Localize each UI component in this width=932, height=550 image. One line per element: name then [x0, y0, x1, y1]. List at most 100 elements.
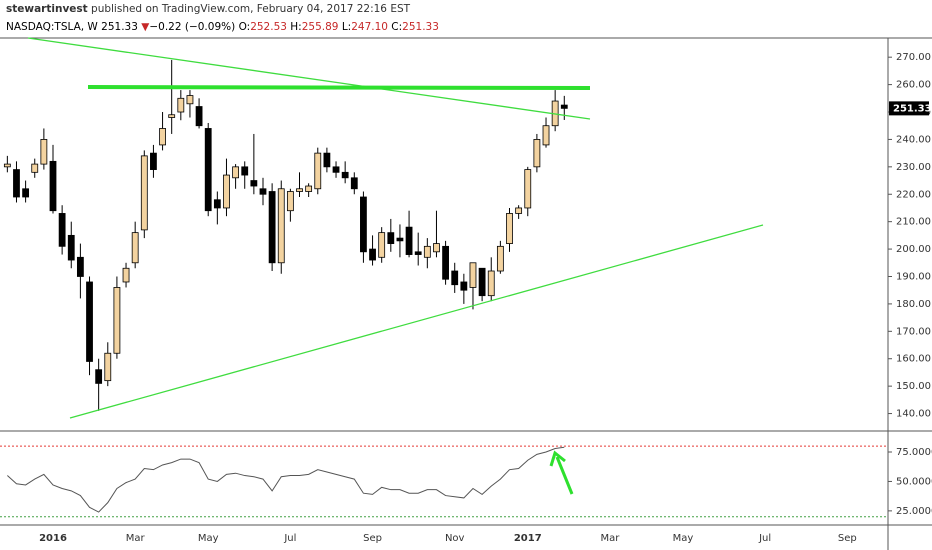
x-tick-label: Mar	[600, 533, 620, 544]
candle-body	[22, 188, 30, 198]
candle-body	[560, 104, 568, 109]
candle-body	[177, 97, 185, 113]
o-value: 252.53	[250, 21, 287, 33]
candle-body	[414, 251, 422, 255]
candle-body	[396, 237, 404, 242]
candle-body	[533, 139, 541, 168]
candle-body	[40, 139, 48, 165]
x-tick-label: Jul	[283, 533, 296, 544]
candle-body	[232, 166, 240, 179]
x-tick-label: 2017	[514, 533, 542, 544]
candle-body	[314, 152, 322, 190]
y-tick-label: 140.00	[896, 409, 931, 420]
candle-body	[67, 234, 75, 261]
l-value: 247.10	[351, 21, 388, 33]
c-value: 251.33	[402, 21, 439, 33]
candle-body	[524, 169, 532, 209]
header-line-1: stewartinvest published on TradingView.c…	[6, 3, 411, 15]
candle-body	[433, 243, 440, 253]
candle-body	[13, 169, 20, 198]
x-tick-label: Mar	[126, 533, 146, 544]
price: 251.33	[101, 21, 138, 33]
candle-body	[305, 185, 313, 192]
candle-body	[487, 270, 495, 297]
candle-body	[460, 281, 468, 291]
candle-body	[140, 155, 148, 231]
trendline	[69, 224, 764, 419]
y-tick-label: 260.00	[896, 80, 931, 91]
arrow-head	[549, 450, 566, 467]
y-tick-label: 50.0000	[896, 476, 932, 487]
candle-body	[250, 180, 258, 187]
candle-body	[277, 188, 285, 264]
x-tick-label: Nov	[445, 533, 465, 544]
y-tick-label: 150.00	[896, 381, 931, 392]
candle-body	[506, 213, 513, 244]
h-value: 255.89	[302, 21, 339, 33]
candle-body	[369, 248, 376, 261]
symbol: NASDAQ:TSLA, W	[6, 21, 98, 33]
y-tick-label: 25.0000	[896, 506, 932, 517]
h-label: H:	[290, 21, 301, 33]
candle-body	[286, 191, 294, 212]
candle-body	[387, 232, 395, 244]
candle-body	[3, 163, 11, 168]
candle-body	[496, 245, 504, 272]
y-tick-label: 240.00	[896, 134, 931, 145]
last-price-label: 251.33	[893, 103, 932, 114]
candle-body	[159, 128, 166, 146]
candle-body	[131, 232, 139, 264]
candle-body	[341, 171, 349, 179]
o-label: O:	[239, 21, 251, 33]
y-tick-label: 200.00	[896, 244, 931, 255]
y-tick-label: 75.0000	[896, 447, 932, 458]
candle-body	[478, 267, 486, 297]
c-label: C:	[391, 21, 402, 33]
candle-body	[323, 152, 331, 168]
candle-body	[122, 267, 130, 283]
candle-body	[241, 166, 249, 176]
candle-body	[213, 199, 221, 209]
candle-body	[31, 163, 39, 173]
y-tick-label: 230.00	[896, 162, 931, 173]
candle-body	[49, 160, 57, 212]
candle-body	[423, 245, 431, 258]
trendline	[27, 37, 591, 120]
published: published on TradingView.com, February 0…	[91, 3, 411, 15]
x-tick-label: May	[673, 533, 694, 544]
x-tick-label: May	[198, 533, 219, 544]
candle-body	[268, 191, 276, 264]
x-tick-label: 2016	[39, 533, 67, 544]
change: −0.22 (−0.09%)	[149, 21, 235, 33]
candle-body	[296, 188, 303, 192]
x-tick-label: Jul	[758, 533, 771, 544]
y-tick-label: 220.00	[896, 189, 931, 200]
l-label: L:	[342, 21, 351, 33]
candle-body	[405, 226, 413, 255]
last-price-box	[889, 101, 929, 116]
candle-body	[186, 95, 194, 105]
candle-body	[95, 369, 103, 384]
y-tick-label: 210.00	[896, 217, 931, 228]
y-tick-label: 190.00	[896, 271, 931, 282]
candle-body	[104, 352, 112, 382]
candle-body	[168, 114, 176, 118]
arrow: ▼	[141, 21, 150, 33]
candle-body	[76, 256, 84, 277]
candle-body	[204, 128, 212, 212]
y-tick-label: 180.00	[896, 299, 931, 310]
candle-body	[360, 196, 367, 253]
candle-body	[442, 245, 449, 280]
candle-body	[469, 262, 477, 288]
x-tick-label: Sep	[838, 533, 857, 544]
rsi-line	[7, 446, 565, 513]
resistance-line	[87, 85, 591, 90]
x-tick-label: Sep	[363, 533, 382, 544]
candle-body	[86, 281, 93, 362]
candle-body	[451, 270, 459, 286]
candle-body	[195, 106, 203, 127]
candle-body	[378, 232, 386, 258]
y-tick-label: 270.00	[896, 52, 931, 63]
header-line-2: NASDAQ:TSLA, W 251.33 ▼−0.22 (−0.09%) O:…	[6, 21, 439, 33]
